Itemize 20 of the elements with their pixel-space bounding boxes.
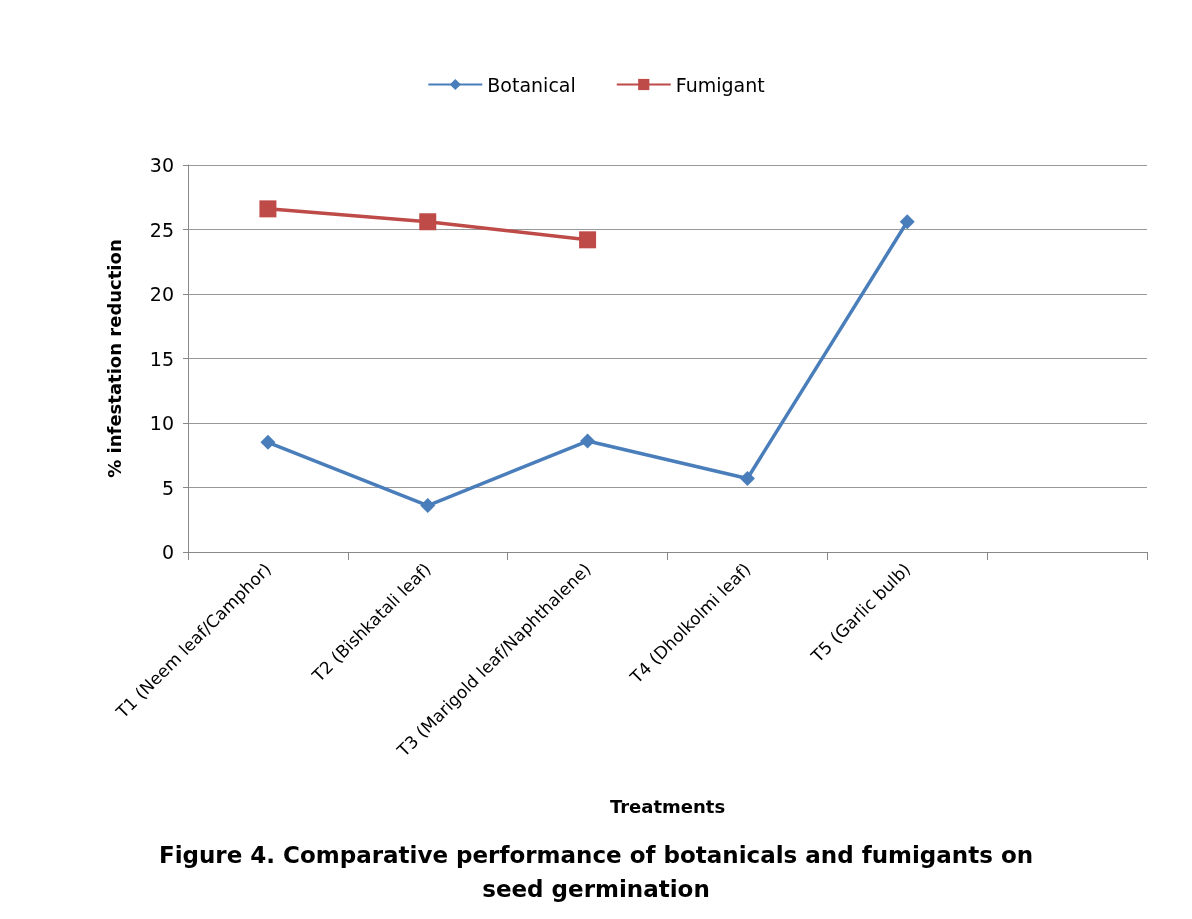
legend-label: Botanical	[487, 73, 576, 96]
y-tick-label: 20	[149, 283, 174, 305]
text: Figure 4. Comparative performance of botanicals and fumigants on seed germination	[158, 842, 1034, 902]
y-axis-title: % infestation reduction	[103, 239, 125, 478]
y-tick-label: 0	[161, 541, 174, 563]
point	[260, 434, 276, 450]
point	[739, 470, 755, 486]
y-tick-label: 30	[149, 154, 174, 176]
y-tick-label: 15	[149, 347, 174, 370]
point	[899, 214, 915, 230]
y-tick-label: 5	[161, 476, 174, 499]
legend-label: Fumigant	[675, 73, 765, 96]
point	[419, 213, 437, 231]
point	[259, 200, 277, 218]
point	[580, 433, 596, 449]
x-axis-title: Treatments	[609, 795, 726, 817]
y-tick-label: 25	[149, 218, 174, 241]
point	[579, 231, 597, 249]
point	[420, 498, 436, 514]
y-tick-label: 10	[149, 412, 174, 434]
